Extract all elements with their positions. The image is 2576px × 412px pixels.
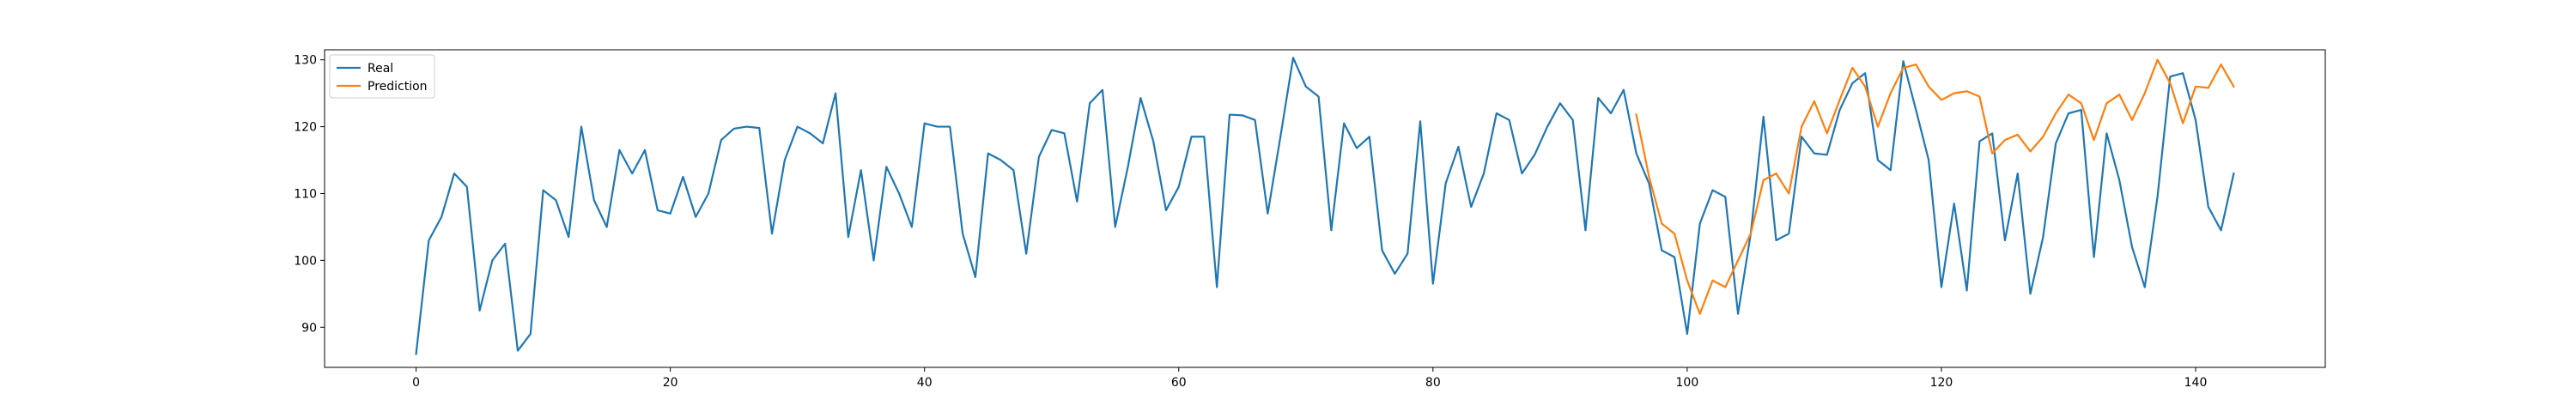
legend: Real Prediction (329, 54, 435, 99)
x-tick-label: 40 (917, 376, 933, 390)
x-tick-label: 80 (1425, 376, 1441, 390)
x-tick-label: 60 (1171, 376, 1187, 390)
y-tick-label: 130 (294, 54, 317, 68)
x-tick-label: 120 (1930, 376, 1953, 390)
x-tick-label: 20 (663, 376, 678, 390)
legend-label-prediction: Prediction (368, 80, 428, 94)
axes-frame (324, 49, 2326, 368)
x-tick-label: 140 (2184, 376, 2208, 390)
series-line-prediction (1635, 58, 2235, 315)
x-tick-label: 0 (412, 376, 420, 390)
y-tick-label: 100 (294, 254, 317, 268)
x-axis: 0 20 40 60 80 100 120 140 (412, 367, 2207, 390)
x-tick-label: 100 (1676, 376, 1699, 390)
y-tick-label: 120 (294, 121, 317, 135)
legend-label-real: Real (368, 62, 393, 76)
y-tick-label: 90 (301, 321, 317, 335)
series-line-real (415, 57, 2235, 355)
series-lines (415, 57, 2235, 355)
y-tick-label: 110 (294, 187, 317, 201)
y-axis: 90 100 110 120 130 (294, 54, 325, 335)
legend-box (329, 54, 435, 99)
